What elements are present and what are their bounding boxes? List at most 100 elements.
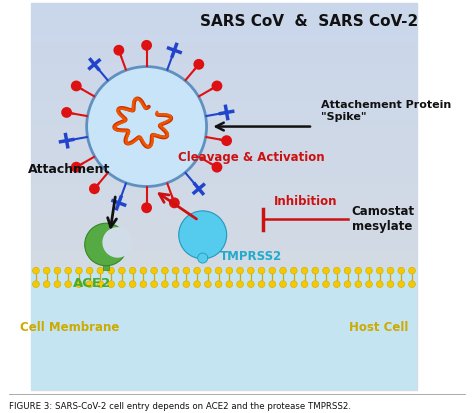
Bar [30, 162, 418, 167]
Circle shape [280, 281, 286, 287]
Bar [30, 182, 418, 187]
Text: Cell Membrane: Cell Membrane [19, 321, 119, 334]
Bar [30, 298, 418, 303]
Circle shape [172, 267, 179, 274]
Circle shape [387, 281, 394, 287]
Bar [30, 336, 418, 341]
Circle shape [65, 267, 72, 274]
Circle shape [211, 162, 222, 173]
Circle shape [301, 281, 308, 287]
FancyBboxPatch shape [102, 244, 109, 270]
Circle shape [65, 281, 72, 287]
Circle shape [151, 281, 157, 287]
Bar [30, 75, 418, 80]
Bar [30, 66, 418, 71]
Bar [30, 138, 418, 143]
Bar [30, 201, 418, 206]
Circle shape [247, 281, 254, 287]
Bar [30, 90, 418, 95]
Circle shape [162, 267, 168, 274]
Circle shape [113, 45, 124, 56]
Circle shape [291, 281, 297, 287]
Bar [30, 211, 418, 216]
Text: Camostat
mesylate: Camostat mesylate [352, 205, 415, 233]
Circle shape [86, 281, 93, 287]
Bar [30, 12, 418, 17]
Bar [30, 380, 418, 385]
Bar [30, 100, 418, 104]
Bar [30, 283, 418, 288]
Circle shape [323, 281, 329, 287]
Bar [30, 307, 418, 312]
Bar [30, 172, 418, 177]
Circle shape [193, 59, 204, 70]
Circle shape [365, 267, 373, 274]
Circle shape [221, 135, 232, 146]
Circle shape [102, 227, 133, 258]
Circle shape [344, 281, 351, 287]
Bar [30, 148, 418, 153]
Text: SARS CoV  &  SARS CoV-2: SARS CoV & SARS CoV-2 [200, 14, 418, 29]
Bar [30, 327, 418, 332]
Bar [30, 221, 418, 225]
Circle shape [140, 281, 147, 287]
Circle shape [291, 267, 297, 274]
Circle shape [312, 281, 319, 287]
Circle shape [194, 267, 201, 274]
Text: Inhibition: Inhibition [273, 195, 337, 208]
Bar [30, 385, 418, 389]
Circle shape [258, 267, 265, 274]
Bar [30, 123, 418, 128]
Circle shape [71, 162, 82, 173]
Circle shape [237, 281, 244, 287]
Bar [30, 240, 418, 244]
Bar [30, 303, 418, 307]
Circle shape [226, 267, 233, 274]
Bar [30, 341, 418, 346]
Bar [30, 351, 418, 356]
Bar [30, 361, 418, 366]
Circle shape [75, 267, 82, 274]
Circle shape [204, 267, 211, 274]
Circle shape [43, 281, 50, 287]
Bar [30, 288, 418, 293]
Bar [30, 346, 418, 351]
Circle shape [43, 267, 50, 274]
Text: FIGURE 3: SARS-CoV-2 cell entry depends on ACE2 and the protease TMPRSS2.: FIGURE 3: SARS-CoV-2 cell entry depends … [9, 402, 352, 411]
Bar [30, 356, 418, 361]
Circle shape [355, 281, 362, 287]
Bar [30, 278, 418, 283]
Circle shape [301, 267, 308, 274]
Bar [30, 268, 418, 389]
Circle shape [247, 267, 254, 274]
Circle shape [344, 267, 351, 274]
Text: Attachment: Attachment [28, 163, 110, 176]
Bar [30, 264, 418, 269]
Circle shape [183, 267, 190, 274]
Bar [30, 235, 418, 240]
Bar [30, 244, 418, 249]
Bar [30, 7, 418, 12]
Bar [30, 187, 418, 191]
Circle shape [33, 267, 39, 274]
Bar [30, 157, 418, 162]
Bar [30, 109, 418, 114]
Text: ACE2: ACE2 [73, 278, 111, 290]
Circle shape [129, 281, 136, 287]
Circle shape [194, 281, 201, 287]
Bar [30, 370, 418, 375]
Circle shape [140, 267, 147, 274]
Polygon shape [194, 239, 211, 258]
Bar [30, 3, 418, 7]
Text: Cleavage & Activation: Cleavage & Activation [178, 151, 324, 164]
Bar [30, 17, 418, 22]
Circle shape [355, 267, 362, 274]
Circle shape [61, 107, 72, 118]
Bar [30, 133, 418, 138]
Circle shape [269, 267, 276, 274]
Bar [30, 332, 418, 336]
Circle shape [333, 281, 340, 287]
Bar [30, 32, 418, 37]
Circle shape [54, 281, 61, 287]
Bar [30, 95, 418, 100]
